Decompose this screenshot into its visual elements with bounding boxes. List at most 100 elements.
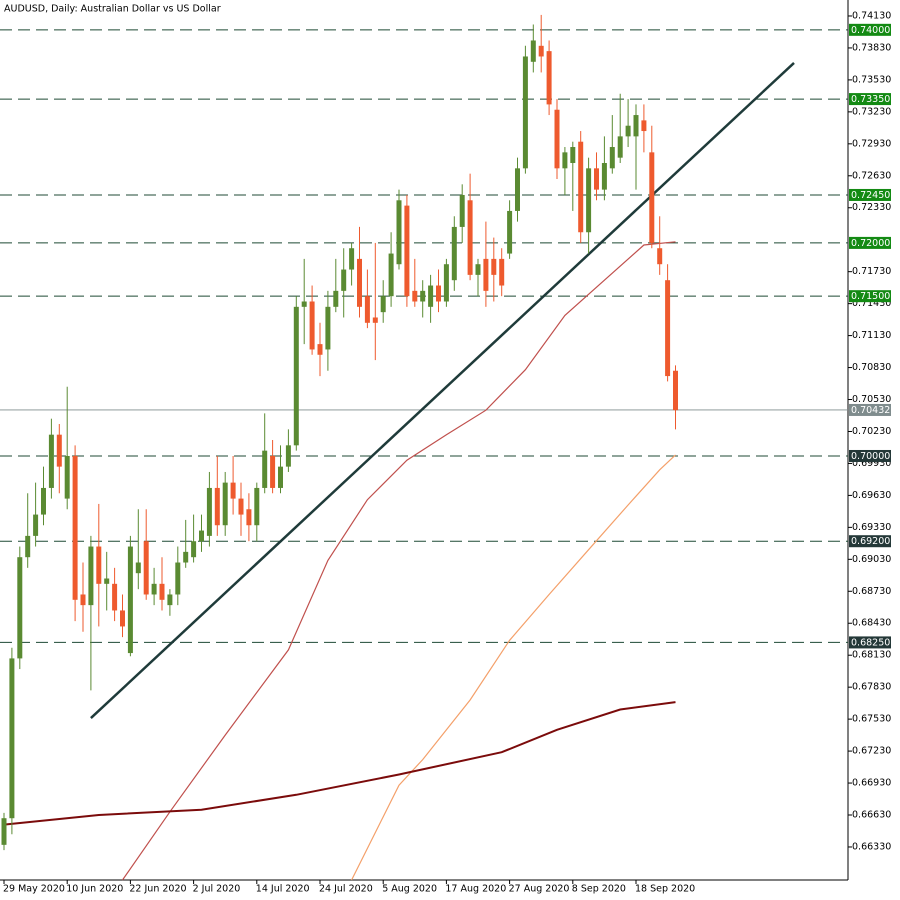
candle-body	[420, 290, 426, 302]
candle-body	[341, 269, 347, 291]
candle-body	[159, 583, 165, 600]
x-tick-label: 8 Sep 2020	[572, 884, 626, 895]
candle-body	[443, 264, 449, 302]
y-tick-label: 0.67830	[852, 682, 891, 693]
candle-body	[9, 658, 15, 819]
candle-body	[285, 445, 291, 467]
x-tick-label: 22 Jun 2020	[129, 884, 186, 895]
candle-body	[617, 136, 623, 158]
level-label-box	[849, 188, 891, 201]
candle-body	[143, 541, 149, 595]
candle-body	[554, 109, 560, 169]
y-tick-label: 0.72630	[852, 170, 891, 181]
candle-body	[491, 258, 497, 275]
y-tick-label: 0.66330	[852, 841, 891, 852]
candle-body	[349, 248, 355, 270]
level-label: 0.71500	[851, 291, 890, 302]
candle-body	[570, 147, 576, 164]
candle-body	[633, 115, 639, 137]
candle-body	[48, 434, 54, 488]
candle-body	[657, 248, 663, 265]
candle-body	[467, 200, 473, 275]
candle-body	[333, 290, 339, 307]
level-label: 0.69200	[851, 536, 890, 547]
candle-body	[104, 578, 110, 584]
level-label: 0.72000	[851, 238, 890, 249]
y-tick-label: 0.67230	[852, 746, 891, 757]
y-tick-label: 0.72930	[852, 138, 891, 149]
candle-body	[357, 258, 362, 307]
candle-body	[88, 546, 94, 606]
level-label-box	[849, 449, 891, 462]
candle-body	[404, 205, 410, 297]
candle-body	[301, 301, 307, 307]
candle-body	[270, 455, 276, 488]
x-tick-label: 14 Jul 2020	[256, 884, 310, 895]
candle-body	[175, 562, 181, 595]
chart-title: AUDUSD, Daily: Australian Dollar vs US D…	[4, 4, 221, 15]
candle-body	[594, 168, 599, 190]
y-tick-label: 0.69030	[852, 554, 891, 565]
level-label-box	[849, 93, 891, 106]
candle-body	[451, 226, 457, 281]
candle-body	[586, 168, 592, 233]
candle-body	[112, 583, 118, 611]
y-tick-label: 0.71430	[852, 298, 891, 309]
y-tick-label: 0.70230	[852, 426, 891, 437]
current-price-box	[849, 403, 891, 416]
moving-average	[122, 241, 676, 881]
level-label: 0.72450	[851, 190, 890, 201]
y-tick-label: 0.71730	[852, 266, 891, 277]
y-tick-label: 0.68430	[852, 618, 891, 629]
x-tick-label: 27 Aug 2020	[509, 884, 570, 895]
y-tick-label: 0.66630	[852, 810, 891, 821]
candle-body	[127, 546, 133, 654]
level-label-box	[849, 636, 891, 649]
candle-body	[199, 530, 204, 542]
y-tick-label: 0.70530	[852, 394, 891, 405]
candle-body	[546, 51, 552, 105]
x-tick-label: 17 Aug 2020	[445, 884, 506, 895]
candle-body	[246, 509, 252, 526]
candle-body	[293, 306, 299, 446]
candle-body	[325, 306, 331, 350]
level-label: 0.73350	[851, 94, 890, 105]
candle-body	[56, 434, 62, 467]
candle-body	[80, 594, 86, 606]
x-tick-label: 10 Jun 2020	[66, 884, 123, 895]
candle-body	[625, 125, 631, 137]
current-price-label: 0.70432	[851, 405, 890, 416]
candle-body	[538, 45, 544, 57]
x-tick-label: 5 Aug 2020	[382, 884, 437, 895]
level-label-box	[849, 236, 891, 249]
y-tick-label: 0.72330	[852, 202, 891, 213]
candle-body	[562, 152, 568, 169]
candle-body	[530, 40, 536, 62]
candle-body	[317, 344, 323, 355]
candle-body	[254, 487, 260, 526]
moving-average	[3, 701, 676, 826]
level-label: 0.70000	[851, 451, 890, 462]
candle-body	[183, 551, 189, 563]
level-label-box	[849, 23, 891, 36]
y-tick-label: 0.74130	[852, 10, 891, 21]
y-tick-label: 0.73530	[852, 74, 891, 85]
candle-body	[120, 610, 125, 627]
candle-body	[428, 285, 434, 307]
y-tick-label: 0.69630	[852, 490, 891, 501]
candle-body	[609, 147, 615, 169]
y-tick-label: 0.69330	[852, 522, 891, 533]
candle-body	[649, 152, 655, 243]
candle-body	[436, 285, 441, 302]
candle-body	[364, 296, 370, 323]
candle-body	[372, 317, 378, 323]
candle-body	[507, 210, 513, 254]
candle-body	[135, 562, 141, 574]
candle-body	[475, 264, 481, 275]
y-tick-label: 0.68730	[852, 586, 891, 597]
candle-body	[64, 455, 70, 499]
candle-body	[665, 280, 671, 377]
candle-body	[412, 290, 418, 302]
